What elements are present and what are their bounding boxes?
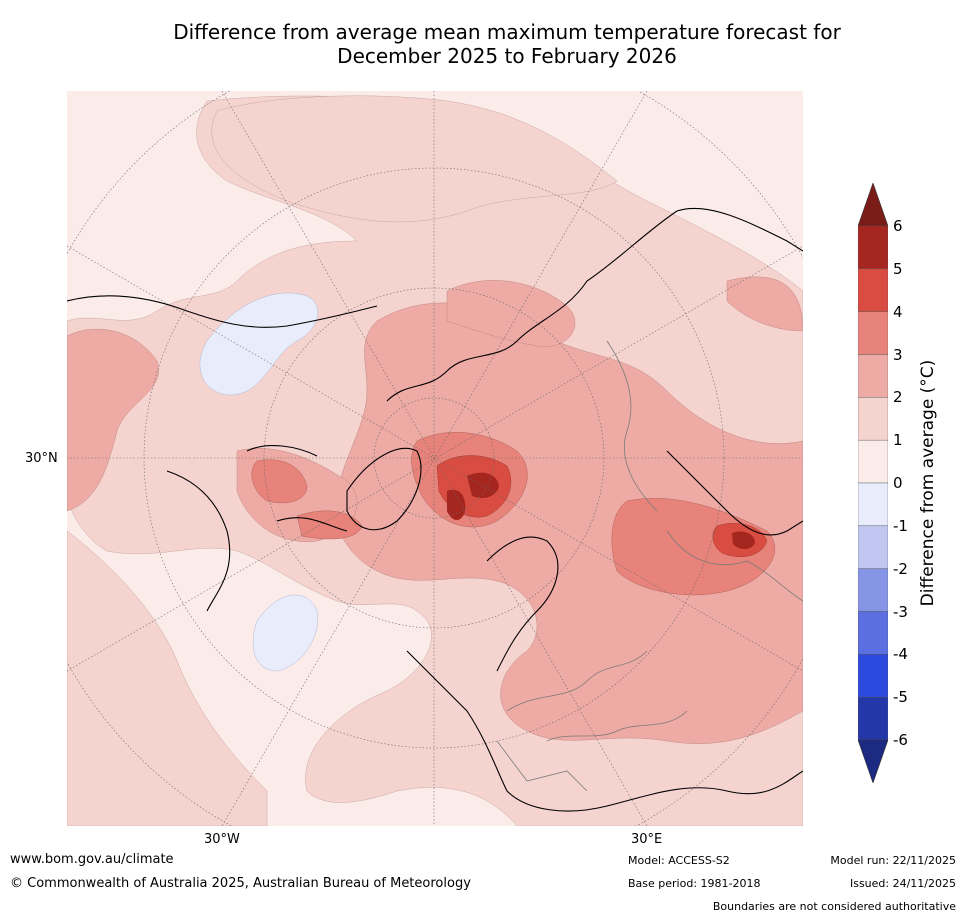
coastline-greenland: [346, 447, 422, 531]
colorbar-tick-label: 5: [893, 259, 903, 278]
coastline-scandinavia: [486, 536, 559, 672]
colorbar-segment: [858, 696, 888, 741]
footer-base-period: Base period: 1981-2018: [628, 877, 761, 890]
coastline-siberia: [386, 207, 803, 402]
colorbar-tick-label: -2: [893, 559, 908, 578]
boundaries: [496, 340, 803, 792]
anomaly-5-6-region-asia: [732, 531, 755, 550]
title-line-1: Difference from average mean maximum tem…: [173, 20, 841, 44]
anomaly-2-3-region-canada: [67, 328, 159, 512]
coastline-asia-east: [666, 450, 803, 536]
colorbar-tick-label: 3: [893, 345, 903, 364]
colorbar-tick-label: -3: [893, 602, 908, 621]
colorbar-segment: [858, 225, 888, 270]
colorbar-tick-label: 0: [893, 474, 903, 492]
colorbar-segment: [858, 611, 888, 655]
colorbar-segment: [858, 268, 888, 312]
colorbar: [858, 183, 888, 783]
footer-copyright: © Commonwealth of Australia 2025, Austra…: [10, 876, 471, 891]
anomaly-3-4-region-greenland: [251, 459, 308, 504]
anomaly-2-3-region-siberia: [446, 280, 576, 347]
coastlines: [67, 207, 803, 812]
graticule: [67, 91, 803, 826]
colorbar-label: Difference from average (°C): [918, 359, 938, 607]
footer-website[interactable]: www.bom.gov.au/climate: [10, 852, 174, 867]
colorbar-tick-label: 6: [893, 217, 903, 235]
lat-label-30n: 30°N: [25, 451, 58, 466]
forecast-map[interactable]: [67, 91, 803, 826]
colorbar-segment: [858, 354, 888, 398]
lon-label-30e: 30°E: [631, 832, 663, 847]
anomaly-5-6-region-south: [447, 489, 466, 520]
colorbar-extend-low: [858, 739, 888, 783]
title-line-2: December 2025 to February 2026: [337, 44, 677, 68]
anomaly-neg-region-atlantic: [252, 594, 319, 672]
colorbar-tick-label: 4: [893, 302, 903, 321]
colorbar-tick-label: -6: [893, 731, 908, 749]
footer-model: Model: ACCESS-S2: [628, 854, 730, 867]
colorbar-tick-label: -5: [893, 688, 908, 707]
lon-label-30w: 30°W: [204, 832, 240, 847]
colorbar-segment: [858, 654, 888, 698]
chart-title: Difference from average mean maximum tem…: [0, 20, 965, 68]
anomaly-3-4-region-asia: [611, 498, 776, 596]
coastline-alaska: [67, 295, 378, 328]
colorbar-segment: [858, 311, 888, 355]
colorbar-segment: [858, 397, 888, 441]
map-canvas: [67, 91, 803, 826]
colorbar-tick-label: 1: [893, 431, 903, 450]
colorbar-segment: [858, 482, 888, 527]
colorbar-tick-label: 2: [893, 388, 903, 407]
colorbar-segment: [858, 525, 888, 569]
colorbar-tick-label: -4: [893, 645, 908, 664]
anomaly-2-3-region-east: [726, 276, 803, 332]
coastline-canada-arctic: [166, 445, 348, 612]
colorbar-extend-high: [858, 183, 888, 227]
anomaly-1-2-region-atlantic: [67, 530, 268, 826]
anomaly-5-6-region-central: [467, 472, 499, 498]
footer-issued: Issued: 24/11/2025: [849, 877, 956, 890]
footer-model-run: Model run: 22/11/2025: [830, 854, 956, 867]
anomaly-1-2-region-top: [211, 95, 618, 223]
colorbar-segment: [858, 439, 888, 484]
footer-boundaries: Boundaries are not considered authoritat…: [712, 900, 956, 913]
colorbar-tick-label: -1: [893, 516, 908, 535]
anomaly-neg-region-canada: [199, 292, 318, 396]
coastline-europe: [406, 650, 803, 812]
colorbar-segment: [858, 568, 888, 612]
